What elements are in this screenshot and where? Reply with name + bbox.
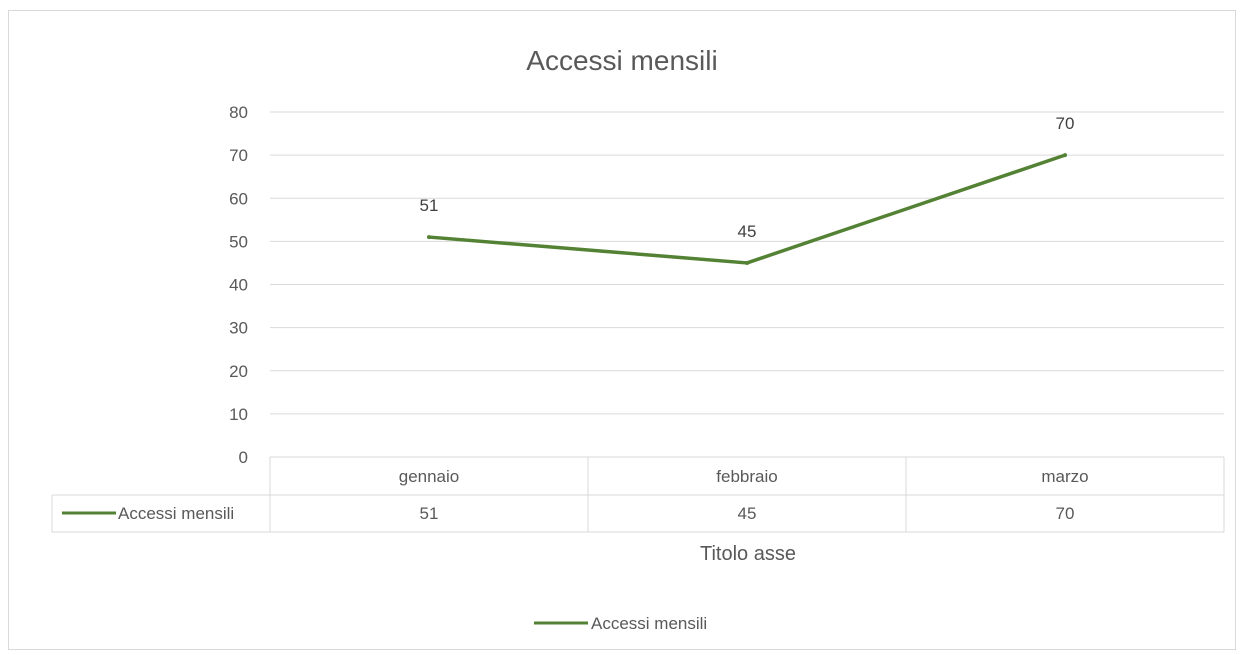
- legend[interactable]: Accessi mensili: [534, 614, 707, 633]
- chart-title: Accessi mensili: [526, 45, 717, 76]
- table-value-cell: 70: [1056, 504, 1075, 523]
- y-tick-label: 10: [229, 405, 248, 424]
- y-tick-label: 30: [229, 319, 248, 338]
- legend-label[interactable]: Accessi mensili: [591, 614, 707, 633]
- data-table: gennaio febbraio marzo Accessi mensili 51 45 7…: [51, 456, 1225, 533]
- y-axis-ticks: 0 10 20 30 40 50 60 70 80: [229, 103, 248, 467]
- y-tick-label: 50: [229, 232, 248, 251]
- x-category-label: febbraio: [716, 467, 777, 486]
- y-tick-label: 70: [229, 146, 248, 165]
- data-labels: 51 45 70: [420, 114, 1075, 241]
- data-point[interactable]: [745, 260, 749, 265]
- data-label: 51: [420, 196, 439, 215]
- series-layer: [427, 153, 1067, 265]
- table-value-cell: 51: [420, 504, 439, 523]
- chart-area: [8, 10, 1236, 650]
- data-point[interactable]: [1063, 153, 1067, 158]
- table-series-name: Accessi mensili: [118, 504, 234, 523]
- y-tick-label: 0: [239, 448, 248, 467]
- y-tick-label: 80: [229, 103, 248, 122]
- x-axis-title: Titolo asse: [700, 543, 796, 565]
- data-label: 70: [1056, 114, 1075, 133]
- y-tick-label: 20: [229, 362, 248, 381]
- y-tick-label: 40: [229, 276, 248, 295]
- table-value-cell: 45: [738, 504, 757, 523]
- data-label: 45: [738, 222, 757, 241]
- series-line[interactable]: [427, 153, 1067, 265]
- y-tick-label: 60: [229, 189, 248, 208]
- data-point[interactable]: [427, 235, 431, 240]
- x-category-label: gennaio: [399, 467, 460, 486]
- x-category-label: marzo: [1041, 467, 1088, 486]
